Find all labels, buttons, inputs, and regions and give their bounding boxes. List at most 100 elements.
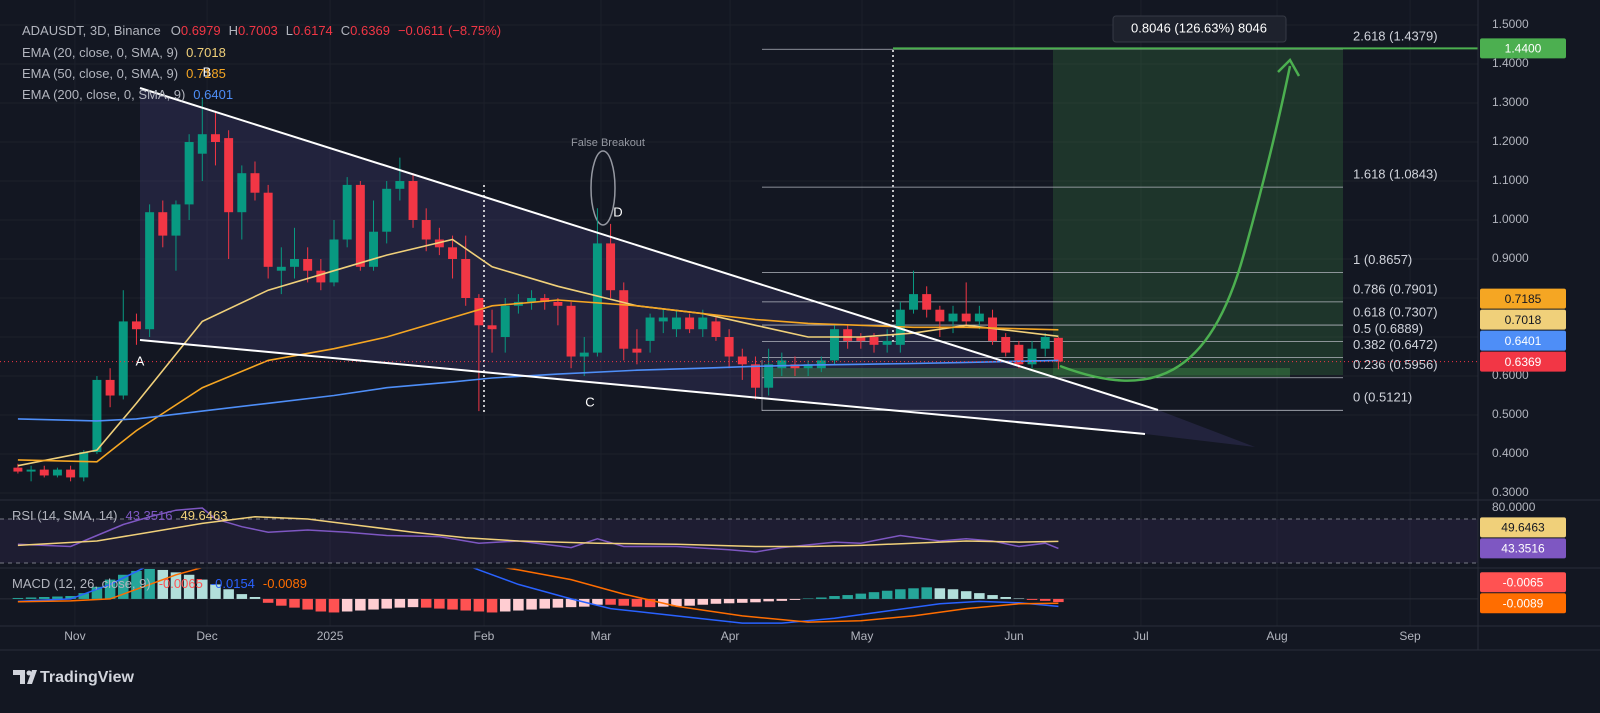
histogram-bar — [78, 593, 90, 599]
indicator-line — [17, 299, 1059, 463]
y-tick-label: 0.3000 — [1492, 485, 1529, 499]
axis-badge — [1480, 593, 1566, 614]
point-label: B — [203, 64, 212, 79]
legend-name: EMA (50, close, 0, SMA, 9) — [22, 66, 178, 81]
candle-body — [750, 364, 760, 388]
brand[interactable]: TradingView — [40, 669, 135, 686]
histogram-bar — [460, 598, 471, 611]
fib-label: 1 (0.8657) — [1353, 252, 1412, 267]
histogram-bar — [1053, 598, 1064, 603]
y-tick-label: 0.4000 — [1492, 446, 1529, 460]
candle-body — [619, 290, 629, 349]
histogram-bar — [447, 598, 458, 610]
rsi-band — [0, 519, 1478, 564]
axis-badge-label: 0.6369 — [1505, 355, 1542, 369]
ohlc-key: O — [171, 23, 181, 38]
histogram-bar — [526, 598, 537, 610]
price-pane: 2.618 (1.4379) 1.618 (1.0843) 1 (0.8657) 0.… — [0, 29, 1478, 482]
fib-label: 2.618 (1.4379) — [1353, 29, 1438, 44]
histogram-bar — [895, 589, 906, 599]
candle-body — [1053, 337, 1063, 362]
x-tick-label: Feb — [474, 629, 495, 643]
candle-body — [421, 220, 431, 240]
axis-badge — [1480, 517, 1566, 538]
legend-value: 0.7185 — [186, 66, 226, 81]
candle-body — [276, 266, 286, 271]
candle-body — [1001, 337, 1011, 353]
candle-body — [882, 340, 892, 345]
axis-badge-label: 0.7185 — [1505, 292, 1542, 306]
symbol: ADAUSDT, 3D, Binance — [22, 23, 161, 38]
histogram-bar — [750, 598, 761, 603]
candle-body — [961, 313, 971, 322]
axis-badge — [1480, 351, 1566, 372]
histogram-bar — [499, 598, 511, 612]
histogram-bar — [987, 595, 998, 599]
histogram-bar — [249, 597, 261, 599]
histogram-bar — [394, 598, 406, 608]
ohlc-key: L — [286, 23, 293, 38]
fib-label: 0.236 (0.5956) — [1353, 357, 1438, 372]
candle-body — [369, 231, 378, 267]
histogram-bar — [908, 588, 919, 599]
histogram-bar — [921, 587, 932, 599]
histogram-bar — [763, 598, 774, 602]
axes: Nov Dec 2025 Feb Mar Apr May Jun Jul Aug Sep 1.5000… — [64, 17, 1566, 643]
x-tick-label: Nov — [64, 629, 85, 643]
candle-body — [197, 134, 207, 154]
histogram-bar — [91, 586, 103, 599]
ema-legend: EMA (200, close, 0, SMA, 9) 0.6401 — [22, 87, 233, 102]
legend-name: MACD (12, 26, close, 9) — [12, 576, 151, 591]
fib-label: 0.786 (0.7901) — [1353, 281, 1438, 296]
histogram-bar — [816, 597, 827, 599]
histogram-bar — [868, 592, 880, 599]
histogram-bar — [328, 598, 340, 613]
candle-body — [777, 360, 787, 369]
fib-label: 0.5 (0.6889) — [1353, 321, 1423, 336]
histogram-bar — [565, 598, 577, 608]
candle-body — [171, 204, 181, 236]
histogram-bar — [618, 598, 630, 606]
candle-body — [13, 467, 23, 472]
legend-value: 43.3516 — [125, 508, 172, 523]
histogram-bar — [170, 572, 182, 599]
histogram-bar — [671, 598, 682, 607]
candle-body — [250, 173, 260, 193]
histogram-bar — [118, 574, 129, 599]
candle-body — [237, 173, 247, 213]
histogram-bar — [368, 598, 379, 610]
histogram-bar — [315, 598, 327, 612]
histogram-bar — [223, 589, 234, 599]
candle-body — [658, 317, 668, 322]
candle-body — [592, 243, 602, 353]
histogram-bar — [684, 598, 695, 606]
annotation-note: False Breakout — [571, 137, 645, 149]
histogram-bar — [592, 598, 603, 605]
histogram-bar — [210, 584, 221, 599]
histogram-bar — [1026, 598, 1038, 600]
candle-body — [474, 298, 484, 326]
y-tick-label: 80.0000 — [1492, 500, 1536, 514]
candle-body — [329, 239, 339, 283]
candle-body — [645, 317, 655, 341]
candle-body — [487, 325, 497, 330]
histogram-bar — [789, 598, 801, 600]
candle-body — [158, 212, 168, 236]
histogram-bar — [723, 598, 735, 604]
fib-label: 1.618 (1.0843) — [1353, 167, 1438, 182]
x-tick-label: Mar — [591, 629, 612, 643]
y-tick-label: 1.5000 — [1492, 17, 1529, 31]
axis-badge — [1480, 330, 1566, 351]
candle-body — [105, 379, 115, 396]
histogram-bar — [829, 596, 840, 599]
histogram-bar — [737, 598, 748, 603]
brand-logo-dot — [26, 670, 32, 676]
projection-arrow — [1059, 65, 1292, 382]
legend-name: EMA (20, close, 0, SMA, 9) — [22, 45, 178, 60]
histogram-bar — [974, 593, 985, 599]
candle-body — [606, 243, 616, 291]
histogram-bar — [960, 591, 972, 599]
entry-zone — [762, 368, 1290, 377]
histogram-bar — [947, 589, 959, 599]
